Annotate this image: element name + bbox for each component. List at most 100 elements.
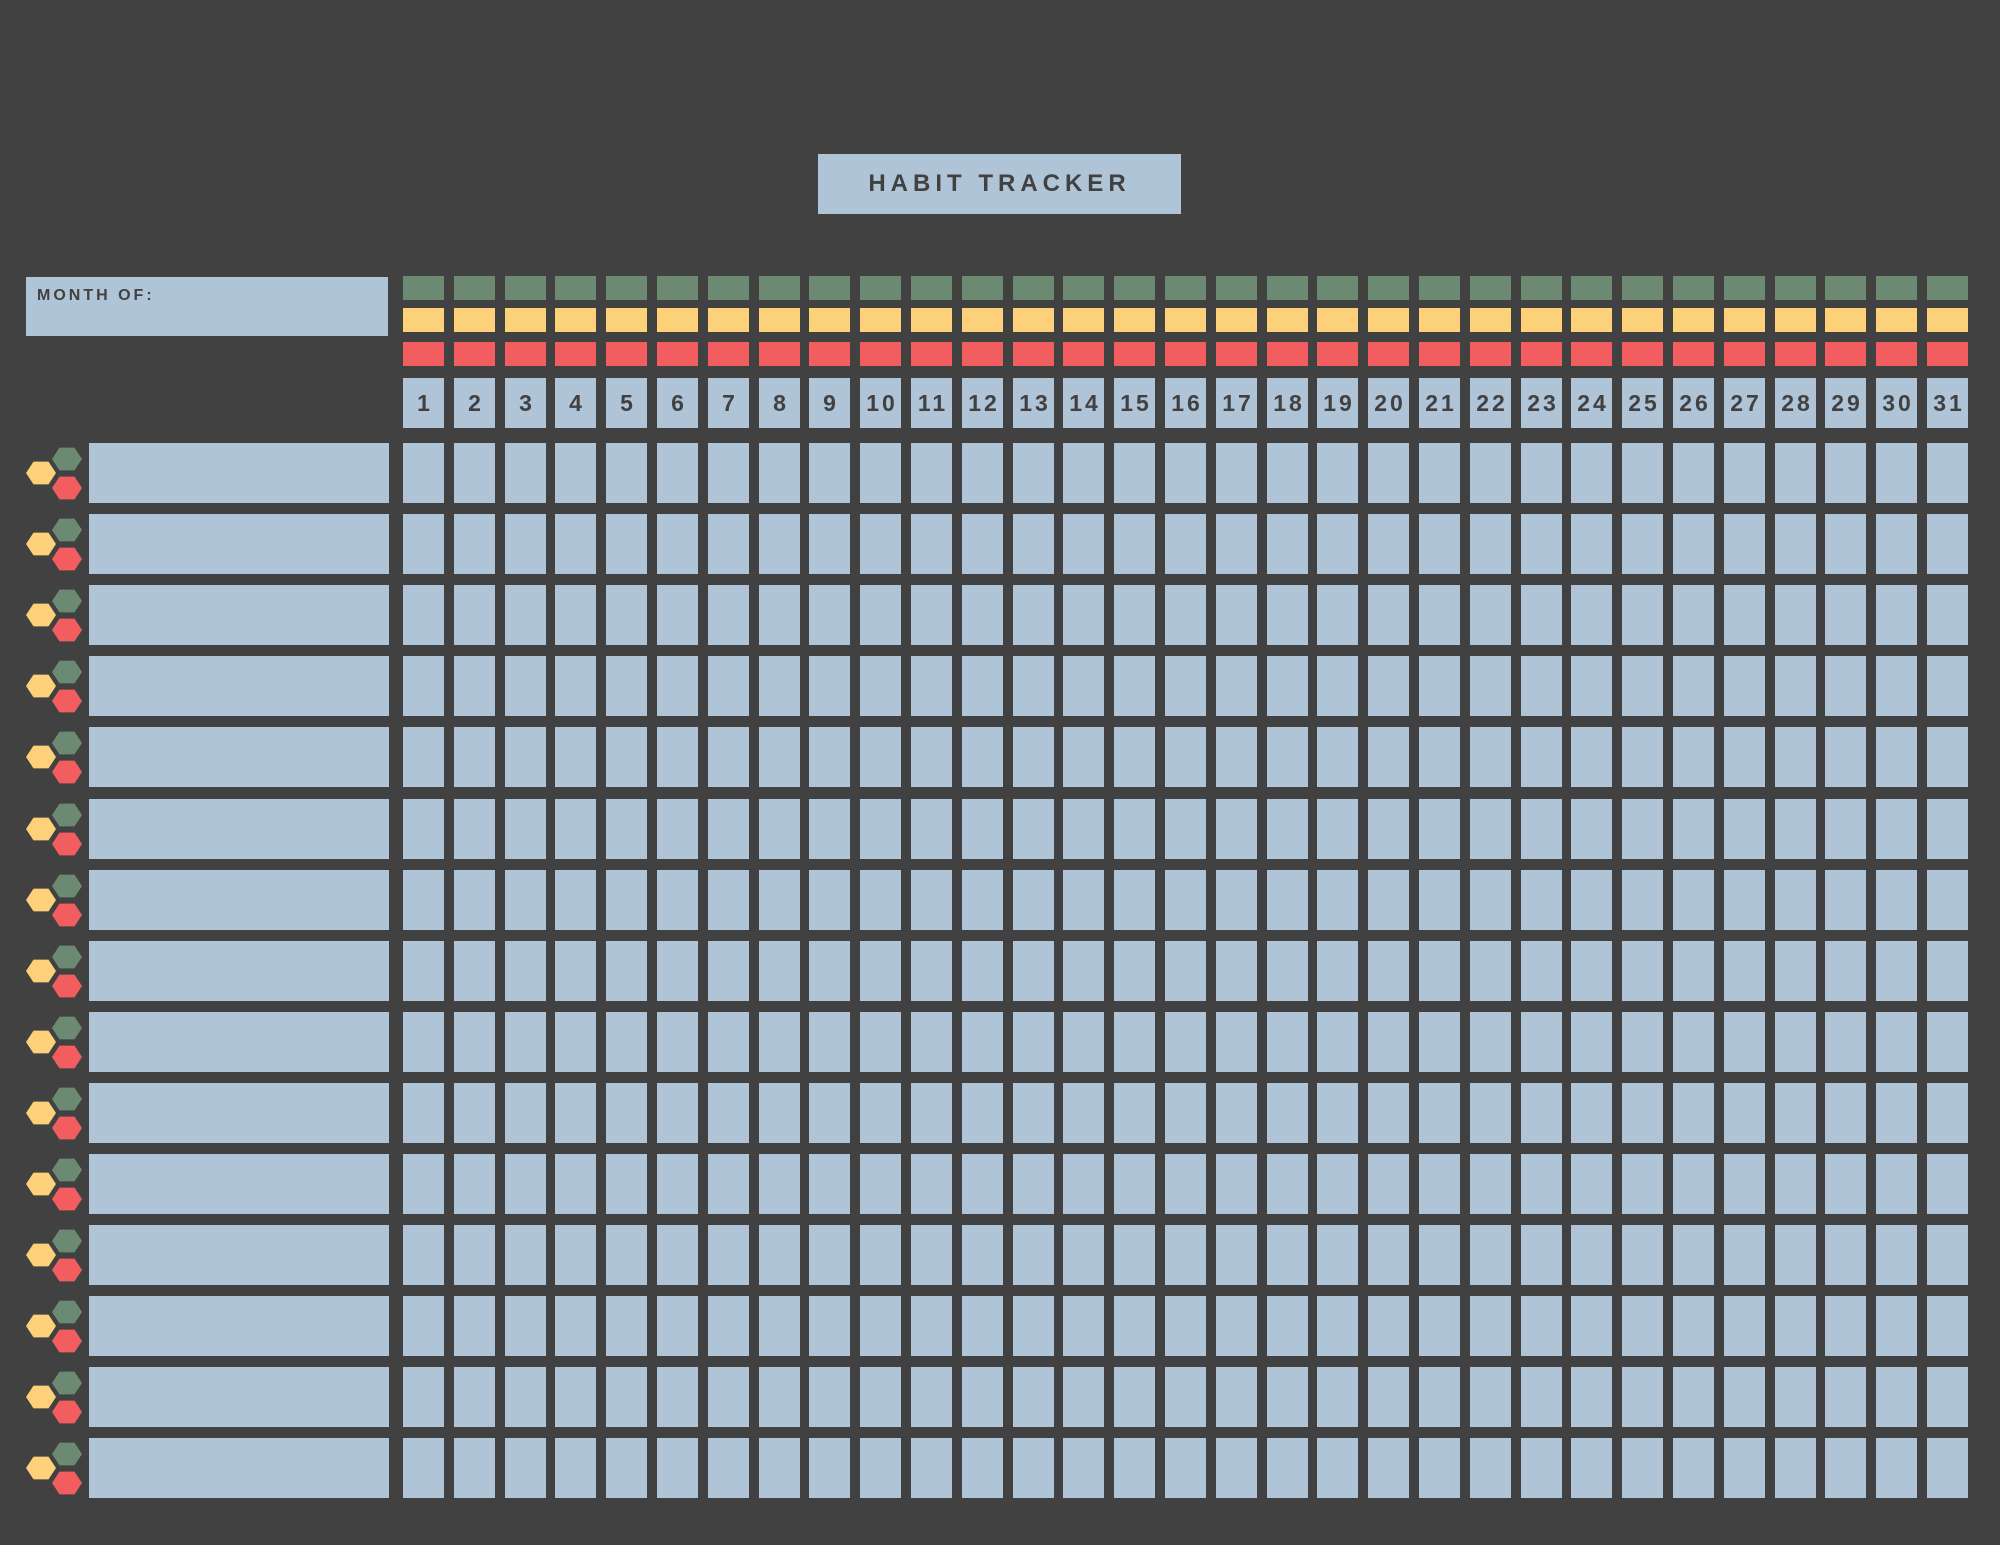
habit-day-checkbox[interactable] bbox=[606, 1154, 647, 1214]
habit-day-checkbox[interactable] bbox=[1317, 585, 1358, 645]
habit-day-checkbox[interactable] bbox=[860, 1367, 901, 1427]
habit-day-checkbox[interactable] bbox=[759, 799, 800, 859]
habit-day-checkbox[interactable] bbox=[1013, 799, 1054, 859]
habit-day-checkbox[interactable] bbox=[1724, 1083, 1765, 1143]
habit-day-checkbox[interactable] bbox=[403, 585, 444, 645]
habit-day-checkbox[interactable] bbox=[962, 799, 1003, 859]
habit-day-checkbox[interactable] bbox=[1825, 1012, 1866, 1072]
habit-day-checkbox[interactable] bbox=[1165, 941, 1206, 1001]
habit-day-checkbox[interactable] bbox=[911, 870, 952, 930]
habit-day-checkbox[interactable] bbox=[505, 1367, 546, 1427]
red-rating-strip[interactable] bbox=[1876, 342, 1917, 366]
habit-day-checkbox[interactable] bbox=[809, 1154, 850, 1214]
habit-day-checkbox[interactable] bbox=[911, 514, 952, 574]
habit-day-checkbox[interactable] bbox=[1267, 727, 1308, 787]
green-rating-strip[interactable] bbox=[1419, 276, 1460, 300]
habit-day-checkbox[interactable] bbox=[809, 870, 850, 930]
red-rating-strip[interactable] bbox=[505, 342, 546, 366]
habit-day-checkbox[interactable] bbox=[1419, 727, 1460, 787]
green-rating-strip[interactable] bbox=[454, 276, 495, 300]
yellow-hexagon-icon[interactable] bbox=[26, 458, 56, 488]
yellow-hexagon-icon[interactable] bbox=[26, 1027, 56, 1057]
habit-day-checkbox[interactable] bbox=[1216, 656, 1257, 716]
habit-day-checkbox[interactable] bbox=[1775, 727, 1816, 787]
red-rating-strip[interactable] bbox=[809, 342, 850, 366]
yellow-rating-strip[interactable] bbox=[657, 308, 698, 332]
habit-day-checkbox[interactable] bbox=[1622, 1083, 1663, 1143]
habit-day-checkbox[interactable] bbox=[1673, 585, 1714, 645]
habit-day-checkbox[interactable] bbox=[505, 1012, 546, 1072]
habit-day-checkbox[interactable] bbox=[1368, 941, 1409, 1001]
habit-day-checkbox[interactable] bbox=[555, 514, 596, 574]
habit-day-checkbox[interactable] bbox=[1216, 941, 1257, 1001]
habit-day-checkbox[interactable] bbox=[454, 585, 495, 645]
habit-day-checkbox[interactable] bbox=[1063, 514, 1104, 574]
habit-day-checkbox[interactable] bbox=[1114, 1296, 1155, 1356]
green-rating-strip[interactable] bbox=[1521, 276, 1562, 300]
habit-day-checkbox[interactable] bbox=[1267, 941, 1308, 1001]
green-rating-strip[interactable] bbox=[962, 276, 1003, 300]
habit-day-checkbox[interactable] bbox=[505, 941, 546, 1001]
habit-day-checkbox[interactable] bbox=[1216, 585, 1257, 645]
habit-day-checkbox[interactable] bbox=[1775, 1225, 1816, 1285]
habit-day-checkbox[interactable] bbox=[962, 870, 1003, 930]
habit-day-checkbox[interactable] bbox=[1521, 1367, 1562, 1427]
habit-day-checkbox[interactable] bbox=[1063, 799, 1104, 859]
habit-day-checkbox[interactable] bbox=[1622, 656, 1663, 716]
habit-day-checkbox[interactable] bbox=[606, 870, 647, 930]
habit-day-checkbox[interactable] bbox=[1165, 1367, 1206, 1427]
habit-day-checkbox[interactable] bbox=[1114, 443, 1155, 503]
habit-day-checkbox[interactable] bbox=[1724, 941, 1765, 1001]
habit-day-checkbox[interactable] bbox=[1013, 870, 1054, 930]
habit-day-checkbox[interactable] bbox=[1267, 1296, 1308, 1356]
habit-day-checkbox[interactable] bbox=[1521, 941, 1562, 1001]
habit-day-checkbox[interactable] bbox=[1673, 514, 1714, 574]
habit-day-checkbox[interactable] bbox=[1825, 1225, 1866, 1285]
habit-day-checkbox[interactable] bbox=[1267, 1083, 1308, 1143]
green-rating-strip[interactable] bbox=[1571, 276, 1612, 300]
habit-day-checkbox[interactable] bbox=[403, 727, 444, 787]
habit-day-checkbox[interactable] bbox=[708, 727, 749, 787]
red-rating-strip[interactable] bbox=[1368, 342, 1409, 366]
red-rating-strip[interactable] bbox=[1521, 342, 1562, 366]
habit-day-checkbox[interactable] bbox=[1317, 1225, 1358, 1285]
habit-day-checkbox[interactable] bbox=[454, 1438, 495, 1498]
habit-day-checkbox[interactable] bbox=[1673, 1438, 1714, 1498]
yellow-rating-strip[interactable] bbox=[1571, 308, 1612, 332]
habit-day-checkbox[interactable] bbox=[1825, 1438, 1866, 1498]
yellow-rating-strip[interactable] bbox=[606, 308, 647, 332]
habit-day-checkbox[interactable] bbox=[1063, 1438, 1104, 1498]
habit-day-checkbox[interactable] bbox=[911, 585, 952, 645]
habit-day-checkbox[interactable] bbox=[1724, 1296, 1765, 1356]
habit-day-checkbox[interactable] bbox=[657, 1367, 698, 1427]
red-hexagon-icon[interactable] bbox=[52, 971, 82, 1001]
yellow-rating-strip[interactable] bbox=[1825, 308, 1866, 332]
habit-day-checkbox[interactable] bbox=[454, 1296, 495, 1356]
habit-day-checkbox[interactable] bbox=[1571, 1012, 1612, 1072]
habit-day-checkbox[interactable] bbox=[1724, 656, 1765, 716]
habit-day-checkbox[interactable] bbox=[1724, 1438, 1765, 1498]
habit-day-checkbox[interactable] bbox=[1013, 941, 1054, 1001]
habit-day-checkbox[interactable] bbox=[1419, 656, 1460, 716]
habit-day-checkbox[interactable] bbox=[1927, 1012, 1968, 1072]
habit-day-checkbox[interactable] bbox=[657, 1296, 698, 1356]
habit-day-checkbox[interactable] bbox=[1216, 1438, 1257, 1498]
habit-day-checkbox[interactable] bbox=[1114, 1438, 1155, 1498]
habit-day-checkbox[interactable] bbox=[1876, 799, 1917, 859]
yellow-hexagon-icon[interactable] bbox=[26, 529, 56, 559]
red-rating-strip[interactable] bbox=[708, 342, 749, 366]
habit-day-checkbox[interactable] bbox=[1673, 1012, 1714, 1072]
habit-day-checkbox[interactable] bbox=[1470, 1012, 1511, 1072]
habit-day-checkbox[interactable] bbox=[1063, 443, 1104, 503]
habit-day-checkbox[interactable] bbox=[1673, 1154, 1714, 1214]
habit-day-checkbox[interactable] bbox=[1165, 1296, 1206, 1356]
habit-name-field[interactable] bbox=[89, 514, 389, 574]
red-hexagon-icon[interactable] bbox=[52, 615, 82, 645]
habit-day-checkbox[interactable] bbox=[1470, 1225, 1511, 1285]
habit-day-checkbox[interactable] bbox=[1368, 727, 1409, 787]
habit-day-checkbox[interactable] bbox=[1165, 585, 1206, 645]
yellow-rating-strip[interactable] bbox=[1317, 308, 1358, 332]
habit-day-checkbox[interactable] bbox=[1063, 1154, 1104, 1214]
green-rating-strip[interactable] bbox=[1013, 276, 1054, 300]
habit-day-checkbox[interactable] bbox=[1571, 1296, 1612, 1356]
